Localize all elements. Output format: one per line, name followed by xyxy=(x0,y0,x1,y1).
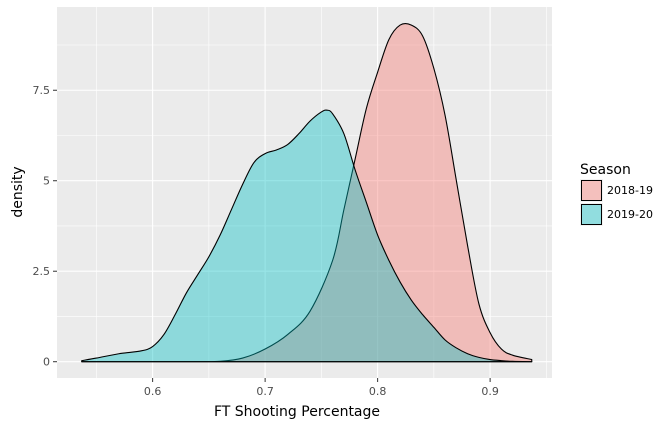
y-tick-label-3: 7.5 xyxy=(33,84,51,97)
y-tick-label-1: 2.5 xyxy=(33,265,51,278)
density-area-2019-20 xyxy=(81,109,533,363)
legend-items: 2018-19 2019-20 xyxy=(580,179,653,226)
x-axis: 0.6 0.7 0.8 0.9 xyxy=(144,378,499,398)
x-tick-label-2: 0.8 xyxy=(369,385,387,398)
legend-key-bg-2018-19 xyxy=(580,179,603,202)
y-tick-label-0: 0 xyxy=(43,356,50,369)
x-tick-label-0: 0.6 xyxy=(144,385,162,398)
legend-label-2018-19: 2018-19 xyxy=(607,184,653,197)
legend: Season 2018-19 2019-20 xyxy=(580,162,653,226)
legend-key-bg-2019-20 xyxy=(580,203,603,226)
legend-label-2019-20: 2019-20 xyxy=(607,208,653,221)
density-areas xyxy=(81,22,533,363)
y-tick-label-2: 5 xyxy=(43,175,50,188)
x-tick-label-3: 0.9 xyxy=(481,385,499,398)
plot-panel xyxy=(57,7,552,378)
y-axis: 0 2.5 5 7.5 xyxy=(33,84,57,369)
x-tick-label-1: 0.7 xyxy=(256,385,274,398)
legend-key-2019-20 xyxy=(581,204,602,225)
y-axis-title: density xyxy=(10,166,26,217)
x-axis-title: FT Shooting Percentage xyxy=(214,404,380,420)
legend-key-2018-19 xyxy=(581,180,602,201)
density-area-2018-19 xyxy=(81,22,533,363)
legend-title: Season xyxy=(580,162,631,178)
